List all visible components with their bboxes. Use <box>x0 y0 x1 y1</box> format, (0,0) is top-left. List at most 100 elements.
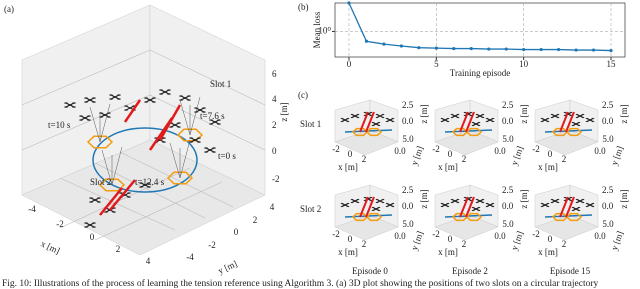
rotor <box>144 97 148 99</box>
z-tick-label: 2.5 <box>402 100 414 110</box>
tether-highlight <box>109 179 136 211</box>
rotor <box>577 124 581 127</box>
y-tick-label: 5.0 <box>602 134 614 144</box>
rotor <box>79 119 83 121</box>
rotor <box>450 198 454 201</box>
drone <box>585 202 595 208</box>
z-axis-label: z [m] <box>519 189 529 208</box>
cable <box>101 149 113 186</box>
small-floor <box>334 129 399 156</box>
rotor <box>469 196 473 199</box>
rotor <box>563 196 567 199</box>
rotor <box>117 94 121 96</box>
z-axis-label: z [m] <box>279 102 289 121</box>
rotor <box>481 113 485 116</box>
rotor <box>369 111 373 114</box>
x-tick-label: 0 <box>348 149 353 159</box>
x-tick-label: 10 <box>519 59 529 69</box>
rotor <box>202 111 206 113</box>
tether-highlight <box>559 111 569 133</box>
rotor <box>577 121 581 124</box>
drone-arm <box>472 207 480 211</box>
rotor <box>469 111 473 114</box>
rotor <box>477 206 481 209</box>
rotor <box>99 112 103 114</box>
z-axis-label: z [m] <box>519 104 529 123</box>
tether-highlight <box>459 111 469 133</box>
y-tick-label: -4 <box>186 252 194 262</box>
small-floor <box>534 214 599 241</box>
rotor <box>177 122 181 124</box>
rotor <box>127 192 131 194</box>
drone-arm <box>140 182 150 188</box>
rotor <box>124 109 128 111</box>
y-tick-label: 5.0 <box>502 134 514 144</box>
rotor <box>139 186 143 188</box>
loss-point <box>364 39 369 43</box>
z-tick-label: 2.5 <box>602 100 614 110</box>
drone <box>350 113 360 119</box>
drone-arm <box>386 203 394 207</box>
panel-a-scene <box>64 89 221 228</box>
rotor <box>571 124 575 127</box>
y-tick-label: 5.0 <box>602 219 614 229</box>
rotor <box>377 206 381 209</box>
loss-point <box>574 48 578 52</box>
drone <box>585 117 595 123</box>
rotor <box>346 205 350 208</box>
loss-point <box>399 44 403 48</box>
small-plot: 2.50.0 z [m]-2 0 2x [m]5.00.0 y [m] <box>432 99 529 172</box>
y-tick-label: 0.0 <box>594 146 606 156</box>
rotor <box>546 202 550 205</box>
rotor <box>371 206 375 209</box>
tether-highlight <box>359 196 369 218</box>
rotor <box>363 111 367 114</box>
rotor <box>72 102 76 104</box>
rotor <box>346 117 350 120</box>
rotor <box>187 99 191 101</box>
rotor <box>556 198 560 201</box>
rotor <box>92 101 96 103</box>
x-tick-label: -2 <box>532 144 540 154</box>
drone-arm <box>551 199 559 203</box>
rotor <box>556 201 560 204</box>
rotor <box>162 141 166 143</box>
small-plot: 2.50.0 z [m]-2 0 2x [m]5.00.0 y [m] <box>332 99 429 172</box>
small-floor <box>434 129 499 156</box>
drone <box>350 198 360 204</box>
rotor <box>550 201 554 204</box>
rotor <box>209 123 213 125</box>
rotor <box>179 95 183 97</box>
loss-point <box>504 47 508 51</box>
cable <box>99 103 111 143</box>
drone-arm <box>341 203 349 207</box>
rotor <box>481 116 485 119</box>
drone <box>550 198 560 204</box>
row-label: Slot 2 <box>300 204 321 214</box>
loss-point <box>347 1 351 5</box>
rotor <box>64 102 68 104</box>
drone-arm <box>476 114 484 118</box>
time-label: t=10 s <box>48 120 71 130</box>
rotor <box>477 124 481 127</box>
x-tick-label: 0 <box>448 234 453 244</box>
drone <box>179 95 191 101</box>
drone-arm <box>85 97 95 103</box>
rotor <box>92 226 96 228</box>
rotor <box>463 111 467 114</box>
rotor <box>204 151 208 153</box>
drone-arm <box>65 102 75 108</box>
tether-highlight <box>365 111 375 133</box>
y-axis-label: y [m] <box>509 145 525 167</box>
loss-point <box>609 48 613 53</box>
z-axis-label: z [m] <box>419 104 429 123</box>
payload <box>551 127 569 137</box>
rotor <box>456 113 460 116</box>
rotor <box>385 117 389 120</box>
drone <box>159 89 171 95</box>
rotor <box>581 116 585 119</box>
rotor <box>475 116 479 119</box>
rotor <box>79 115 83 117</box>
rotor <box>477 209 481 212</box>
drone-arm <box>472 122 480 126</box>
